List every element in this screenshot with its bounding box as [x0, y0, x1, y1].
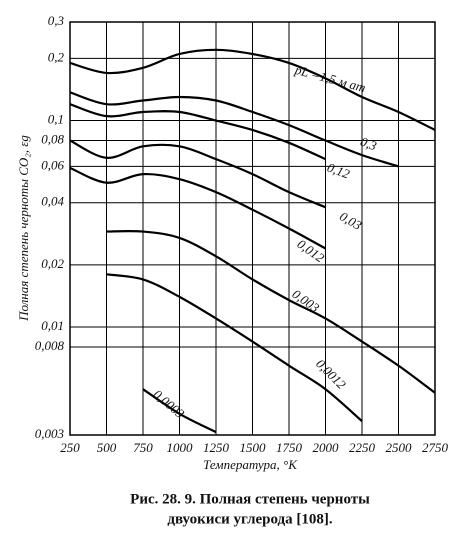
y-tick-label: 0,01 [41, 318, 64, 333]
y-tick-label: 0,04 [41, 194, 64, 209]
line-series [69, 103, 326, 161]
x-tick-label: 2750 [422, 440, 449, 455]
series-label: 0,3 [358, 134, 379, 154]
x-tick-label: 1000 [167, 440, 194, 455]
line-series [69, 166, 327, 250]
series-label: pL =1,5 м ат [292, 62, 367, 95]
y-tick-label: 0,06 [41, 157, 64, 172]
y-axis-label: Полная степень черноты CO₂, εg [16, 135, 31, 322]
series-label: 0,0012 [313, 356, 349, 392]
x-tick-label: 750 [133, 440, 153, 455]
caption: Рис. 28. 9. Полная степень черноты [130, 491, 370, 507]
y-tick-label: 0,3 [48, 13, 65, 28]
line-series [69, 91, 399, 168]
series-label: 0,012 [295, 236, 328, 265]
y-tick-label: 0,02 [41, 256, 64, 271]
line-series [69, 139, 326, 209]
series-label: 0,003 [290, 286, 323, 315]
x-tick-label: 1250 [203, 440, 230, 455]
series-label: 0,12 [325, 160, 352, 182]
line-series [106, 273, 363, 423]
x-tick-label: 2250 [349, 440, 376, 455]
y-tick-label: 0,08 [41, 132, 64, 147]
x-axis-label: Температура, °K [203, 457, 298, 472]
x-tick-label: 2500 [386, 440, 413, 455]
y-tick-label: 0,2 [48, 49, 65, 64]
x-tick-label: 250 [60, 440, 80, 455]
line-series [142, 388, 217, 434]
line-series [106, 229, 436, 394]
line-series [69, 48, 436, 131]
x-tick-label: 2000 [313, 440, 340, 455]
y-tick-label: 0,003 [35, 426, 65, 441]
y-tick-label: 0,1 [48, 112, 64, 127]
series-label: 0,03 [337, 209, 365, 234]
y-tick-label: 0,008 [35, 338, 65, 353]
x-tick-label: 1750 [276, 440, 303, 455]
x-tick-label: 500 [97, 440, 117, 455]
x-tick-label: 1500 [240, 440, 267, 455]
caption: двуокиси углерода [108]. [167, 511, 332, 527]
